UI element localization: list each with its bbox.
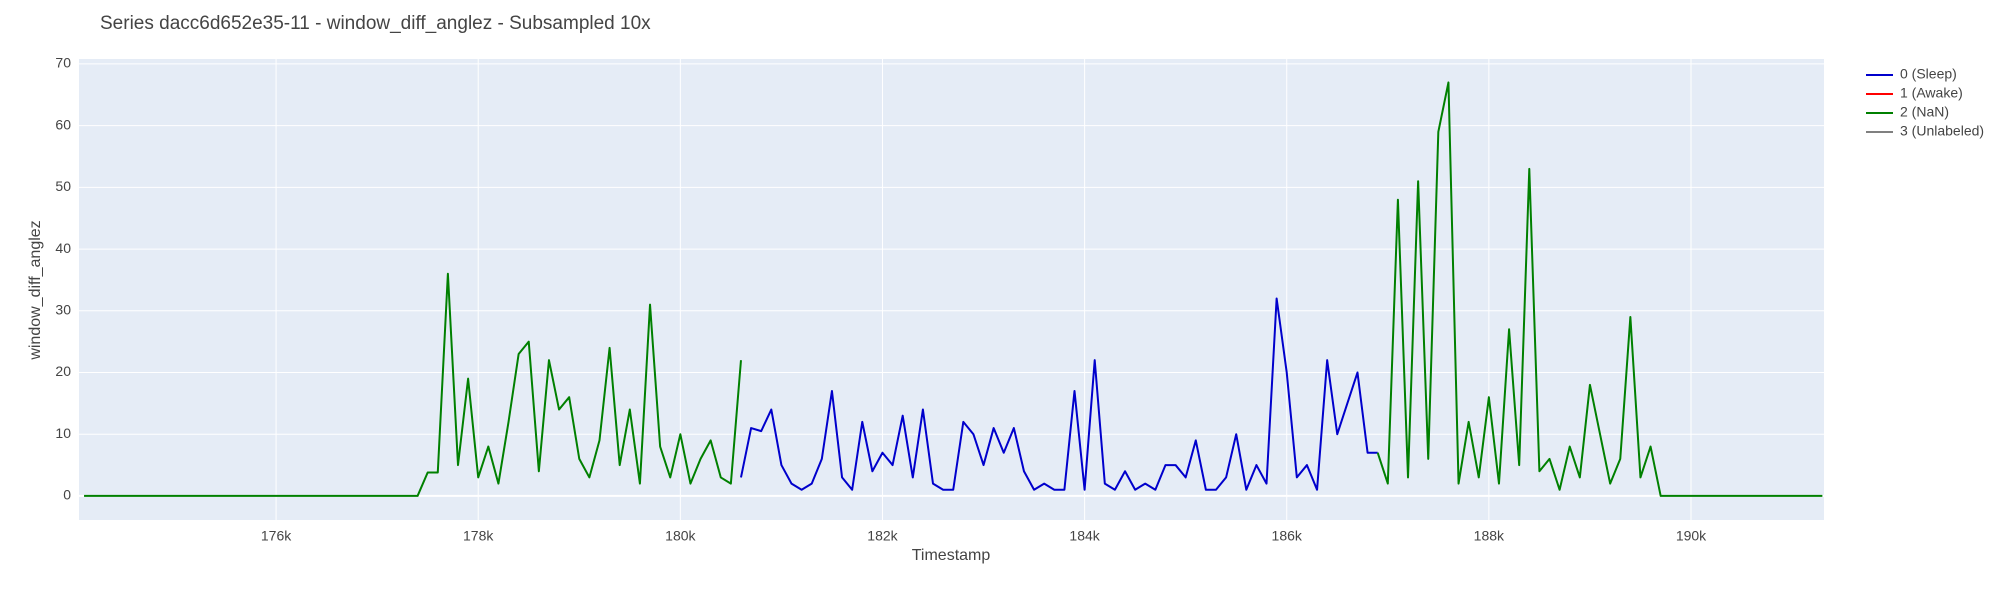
y-tick-label: 40 [55, 240, 71, 256]
plot-area [79, 59, 1824, 520]
x-tick-label: 188k [1474, 528, 1505, 544]
legend-label: 0 (Sleep) [1900, 66, 1957, 82]
y-axis-title: window_diff_anglez [27, 220, 44, 360]
y-tick-label: 20 [55, 363, 71, 379]
series-line [740, 297, 1378, 491]
legend-label: 2 (NaN) [1900, 104, 1949, 120]
x-tick-label: 180k [665, 528, 696, 544]
x-tick-label: 190k [1676, 528, 1707, 544]
legend-label: 3 (Unlabeled) [1900, 123, 1984, 139]
legend-label: 1 (Awake) [1900, 85, 1963, 101]
chart-title: Series dacc6d652e35-11 - window_diff_ang… [100, 13, 651, 34]
x-tick-label: 176k [261, 528, 292, 544]
y-tick-label: 10 [55, 425, 71, 441]
x-tick-label: 178k [463, 528, 494, 544]
x-axis-title: Timestamp [912, 547, 991, 564]
x-tick-label: 184k [1069, 528, 1100, 544]
y-tick-label: 30 [55, 301, 71, 317]
y-tick-label: 70 [55, 55, 71, 71]
y-tick-label: 50 [55, 178, 71, 194]
x-tick-label: 182k [867, 528, 898, 544]
series-line [84, 81, 1823, 497]
x-tick-label: 186k [1272, 528, 1303, 544]
y-tick-label: 0 [63, 487, 71, 503]
y-tick-label: 60 [55, 116, 71, 132]
